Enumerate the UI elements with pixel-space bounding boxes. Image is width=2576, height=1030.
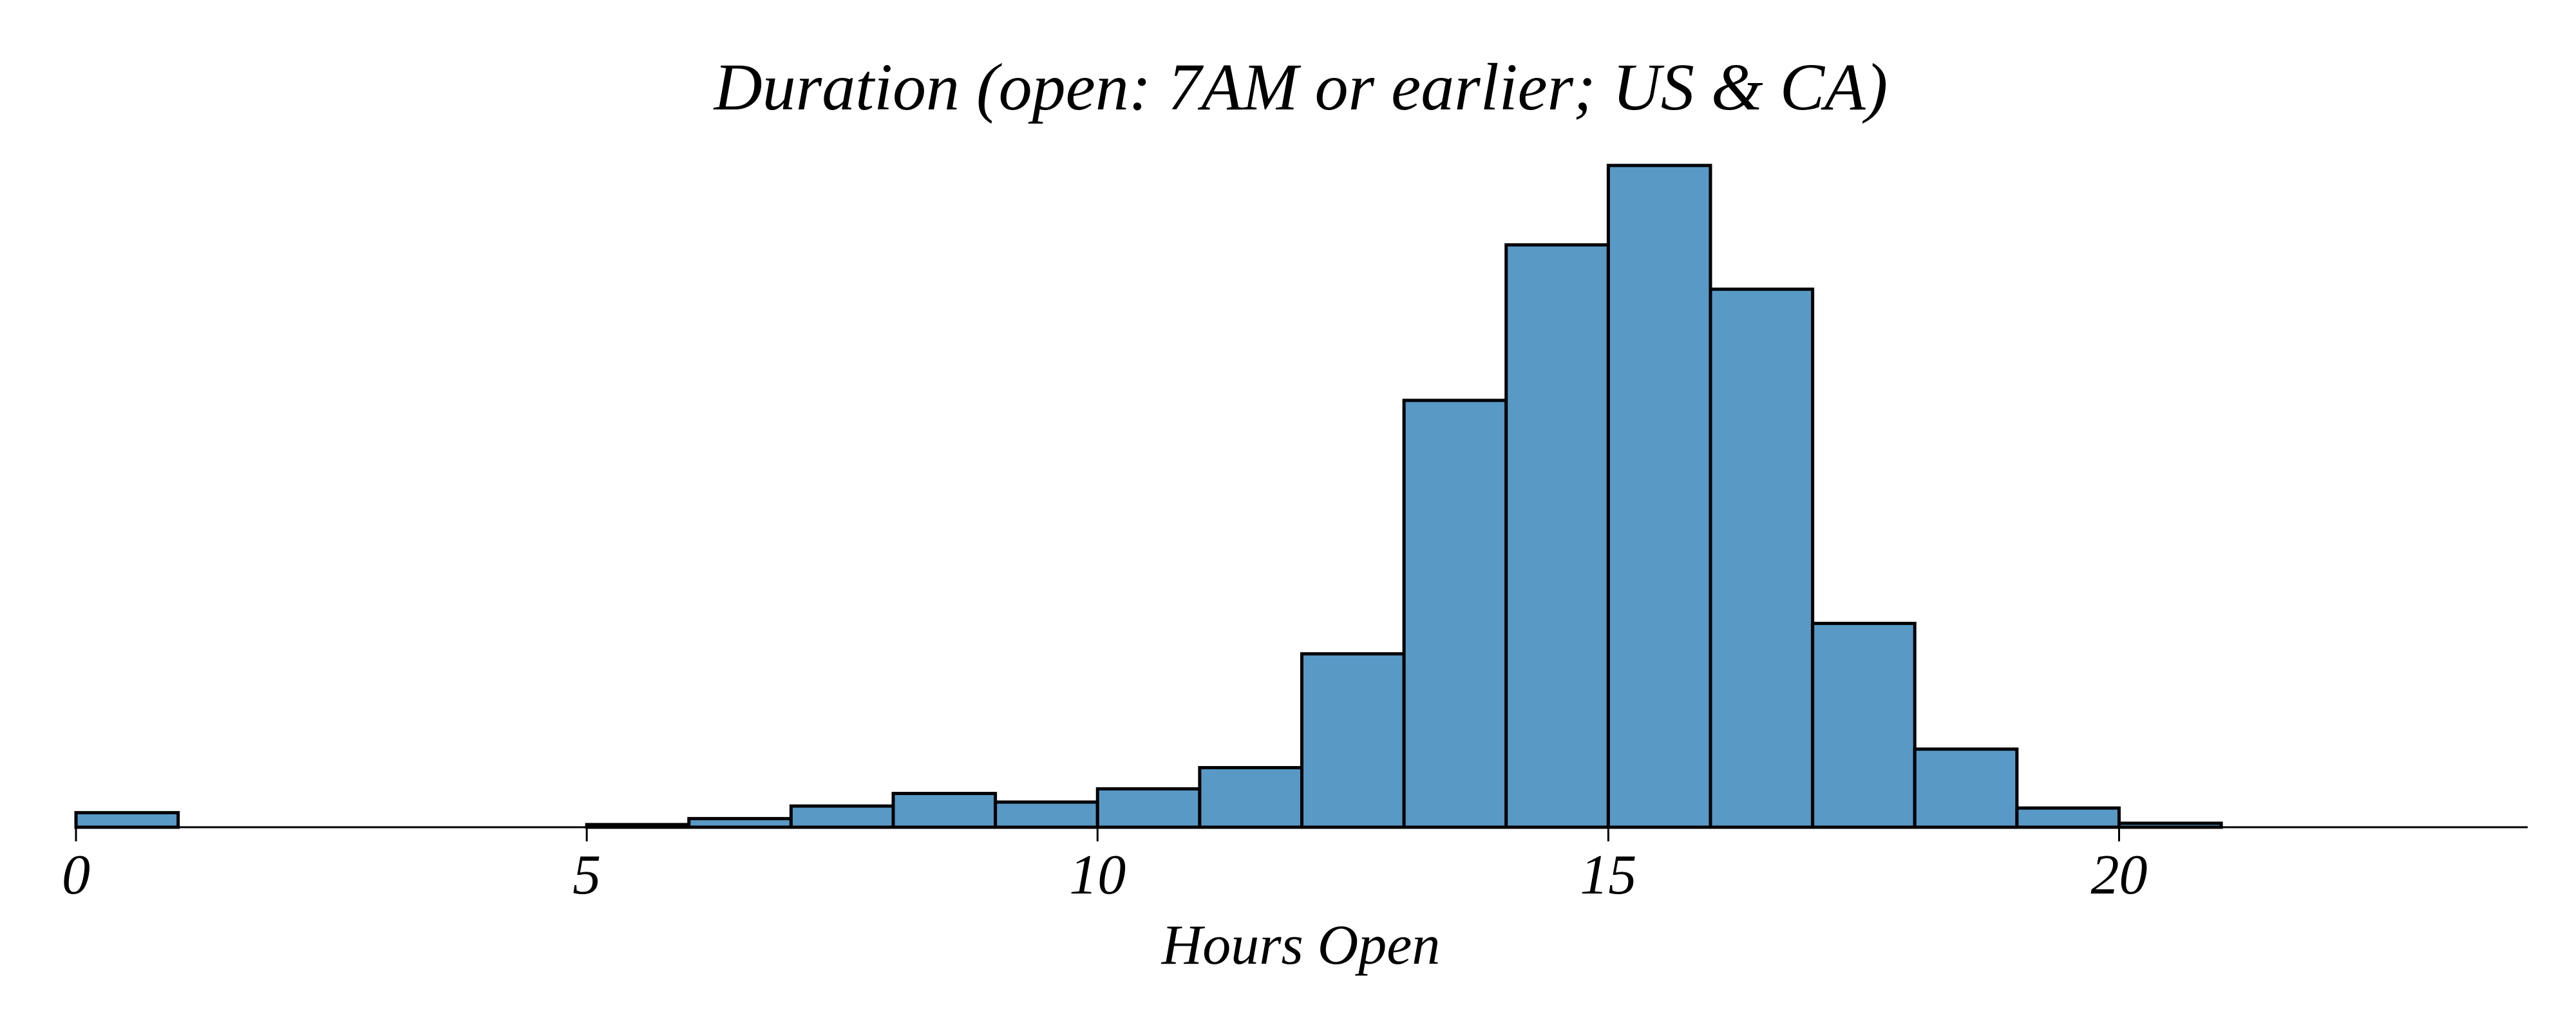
x-axis-label: Hours Open: [1161, 914, 1441, 977]
histogram-bar: [1504, 243, 1610, 829]
histogram-bar: [1606, 164, 1712, 829]
histogram-bar: [74, 810, 180, 829]
x-tick-label: 5: [573, 844, 601, 906]
bars-group: [74, 164, 2223, 829]
histogram-bar: [687, 817, 793, 829]
x-tick-label: 20: [2091, 844, 2148, 906]
histogram-bar: [1300, 652, 1406, 829]
histogram-bar: [1811, 621, 1917, 829]
histogram-bar: [1095, 787, 1202, 829]
histogram-bar: [1402, 398, 1508, 829]
x-tick-label: 15: [1580, 844, 1636, 906]
histogram-bar: [891, 792, 998, 829]
histogram-bar: [1198, 765, 1303, 829]
chart-title: Duration (open: 7AM or earlier; US & CA): [713, 50, 1888, 124]
histogram-bar: [1913, 747, 2019, 829]
histogram-bar: [789, 804, 895, 829]
x-tick-label: 10: [1069, 844, 1126, 906]
histogram-bar: [2015, 806, 2121, 829]
x-axis-ticks: 0 5 10 15 20: [62, 827, 2148, 906]
histogram-bar: [1709, 287, 1815, 829]
histogram-bar: [994, 800, 1099, 829]
x-tick-label: 0: [62, 844, 90, 906]
